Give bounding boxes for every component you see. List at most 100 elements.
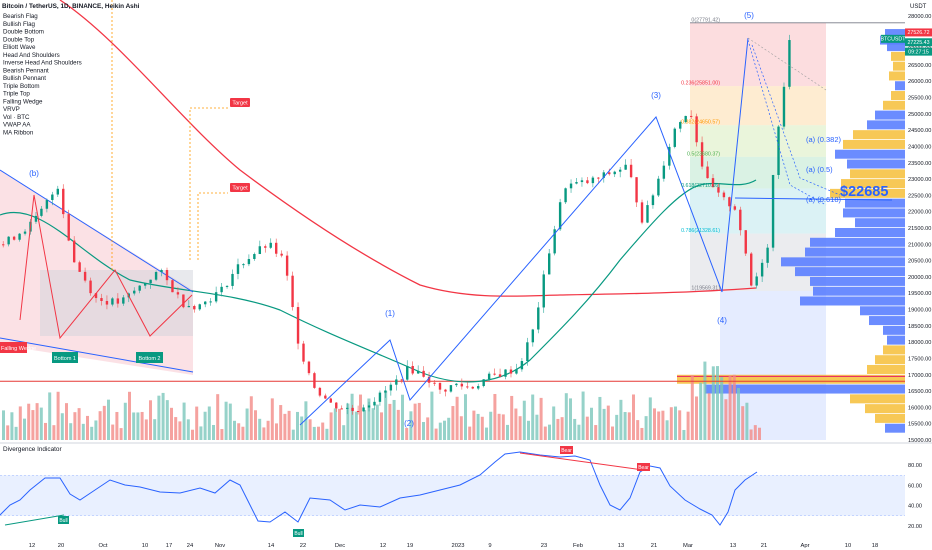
volume-bar	[405, 427, 409, 440]
volume-bar	[548, 424, 551, 440]
volume-profile-bar-38	[850, 394, 905, 404]
volume-bar	[497, 413, 501, 440]
volume-profile-bar-33	[883, 345, 905, 355]
volume-bar	[254, 410, 257, 440]
candle-body	[204, 301, 207, 305]
candle-body	[542, 274, 545, 308]
legend-item-6: Inverse Head And Shoulders	[3, 60, 82, 67]
volume-bar	[447, 417, 451, 440]
volume-profile-bar-28	[800, 296, 905, 306]
candle-body	[193, 305, 196, 310]
volume-bar	[128, 391, 131, 440]
fib-label-5: 0.786(21328.61)	[681, 228, 720, 234]
volume-profile-bar-3	[891, 51, 905, 61]
volume-bar	[35, 403, 39, 440]
volume-bar	[241, 426, 245, 440]
symbol-title: Bitcoin / TetherUS, 1D, BINANCE, Heikin …	[2, 3, 140, 10]
volume-bar	[321, 422, 325, 440]
candle-body	[351, 407, 354, 411]
price-tick-4: 26000.00	[908, 79, 931, 85]
price-tick-21: 17500.00	[908, 356, 931, 362]
bottom1-badge-bg	[52, 352, 78, 363]
candle-body	[269, 242, 272, 248]
bear-label-0: Bear	[561, 448, 572, 454]
volume-bar	[136, 412, 140, 440]
legend-item-9: Triple Bottom	[3, 83, 40, 90]
candle-body	[340, 408, 343, 410]
price-tick-0: 28000.00	[908, 14, 931, 20]
candle-body	[640, 202, 644, 223]
volume-bar	[178, 421, 182, 440]
volume-bar	[749, 429, 753, 440]
candle-body	[580, 180, 584, 183]
candle-body	[67, 214, 70, 241]
volume-bar	[703, 361, 707, 440]
candle-body	[105, 300, 109, 305]
volume-bar	[6, 425, 10, 440]
candle-body	[275, 242, 278, 254]
volume-profile-bar-5	[889, 71, 905, 81]
volume-bar	[102, 405, 106, 440]
volume-bar	[464, 394, 467, 440]
volume-bar	[170, 407, 173, 440]
falling-wedge-badge-bg	[0, 342, 27, 353]
time-tick-21: Apr	[800, 543, 809, 549]
volume-bar	[392, 399, 396, 440]
sub-wave-label-0: (a) (0.382)	[806, 135, 842, 144]
volume-bar	[300, 416, 304, 440]
volume-bar	[653, 408, 656, 440]
volume-bar	[207, 406, 211, 440]
volume-bar	[489, 411, 493, 440]
volume-bar	[94, 420, 98, 440]
candle-body	[258, 246, 262, 255]
volume-bar	[573, 418, 577, 440]
callout-line	[734, 197, 893, 201]
candle-body	[94, 293, 98, 299]
bear-div-line	[519, 452, 644, 471]
price-tick-5: 25500.00	[908, 96, 931, 102]
volume-bar	[140, 411, 144, 440]
candle-body	[438, 382, 442, 390]
volume-bar	[174, 417, 178, 440]
candle-body	[449, 385, 453, 392]
volume-bar	[153, 419, 157, 440]
volume-profile-bar-34	[875, 355, 905, 365]
candle-body	[214, 292, 218, 302]
volume-bar	[476, 413, 480, 440]
time-tick-6: Nov	[215, 543, 225, 549]
candle-body	[138, 285, 141, 291]
volume-profile-bar-29	[860, 306, 905, 316]
volume-bar	[741, 406, 745, 440]
volume-bar	[258, 418, 262, 440]
volume-bar	[266, 420, 270, 440]
wave-label-1: (1)	[385, 309, 395, 318]
volume-bar	[338, 408, 341, 440]
osc-line	[0, 451, 758, 526]
volume-bar	[216, 394, 220, 440]
candle-body	[750, 253, 753, 286]
candle-body	[613, 171, 616, 175]
volume-profile-bar-9	[875, 110, 905, 120]
volume-profile-bar-0	[885, 29, 905, 39]
price-tick-15: 20500.00	[908, 259, 931, 265]
volume-bar	[18, 406, 22, 440]
candle-body	[264, 246, 267, 248]
candle-body	[220, 286, 223, 293]
osc-band	[0, 475, 905, 516]
currency-label: USDT	[910, 4, 927, 10]
volume-bar	[552, 406, 556, 440]
candle-body	[362, 407, 365, 412]
volume-bar	[758, 427, 761, 440]
candle-body	[373, 401, 376, 406]
price-badge-3: 09:27:15	[908, 49, 929, 55]
volume-bar	[560, 417, 564, 440]
candle-body	[122, 297, 125, 304]
candle-body	[253, 254, 256, 260]
candle-body	[624, 164, 627, 170]
volume-bar	[438, 422, 442, 440]
price-tick-20: 18000.00	[908, 340, 931, 346]
volume-bar	[350, 393, 354, 440]
fib-zone-4	[690, 188, 826, 234]
volume-profile-bar-16	[841, 179, 905, 189]
